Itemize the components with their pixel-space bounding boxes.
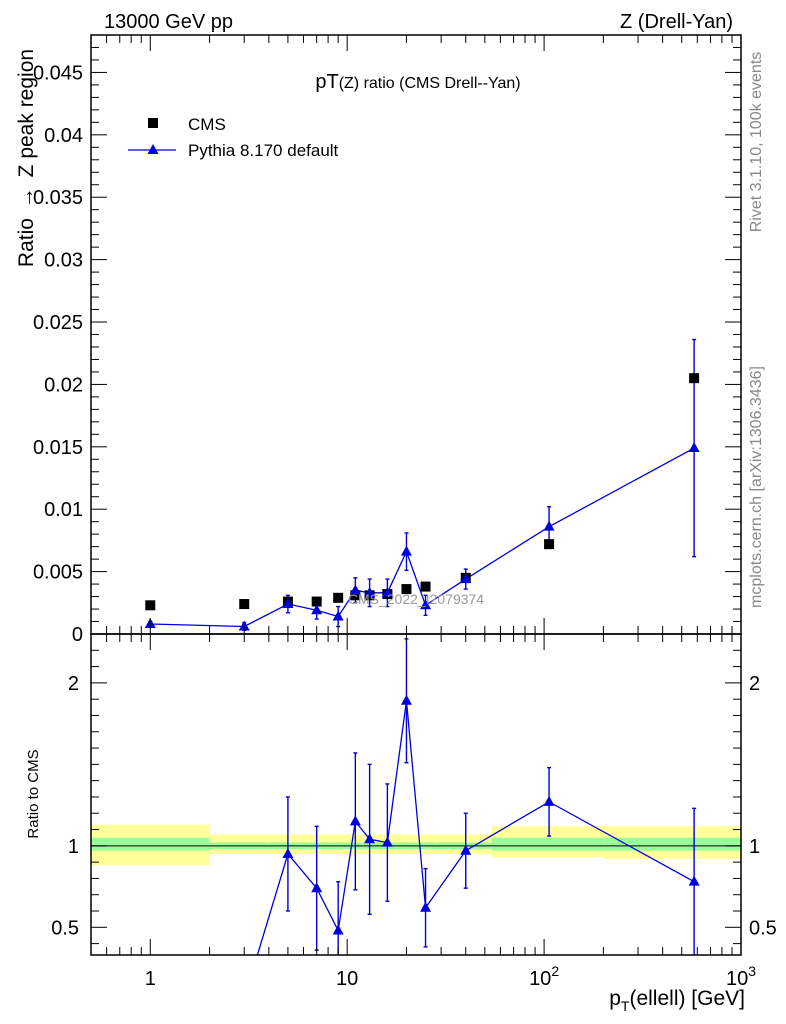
cms-point xyxy=(420,581,431,592)
ratio-axes: 0.5 0.51 12 21 10 102 103 xyxy=(51,633,777,990)
pythia-point xyxy=(381,586,393,597)
x-tick-label-base: 1 xyxy=(145,968,156,990)
x-tick-label-base: 10 xyxy=(336,968,358,990)
main-axes: 0 0.005 0.01 0.015 0.02 0.025 0.03 0.035 0.04 0.0… xyxy=(33,34,742,646)
y-tick-label: 0.025 xyxy=(33,312,83,334)
rivet-label: Rivet 3.1.10, 100k events xyxy=(748,52,765,233)
x-tick-label-base: 10 xyxy=(529,968,551,990)
ratio-tick-label-left: 2 xyxy=(68,673,79,695)
x-tick-label: 10 xyxy=(336,968,358,990)
ratio-point xyxy=(543,795,555,806)
ratio-point xyxy=(688,875,700,886)
y-tick-label: 0.04 xyxy=(44,125,83,147)
ratio-point xyxy=(364,833,376,844)
band-green xyxy=(491,837,604,851)
x-axis-title-p: p xyxy=(609,987,621,1010)
y-tick-label: 0.03 xyxy=(44,250,83,272)
y-tick-label: 0.035 xyxy=(33,187,83,209)
ratio-point xyxy=(460,844,472,855)
ratio-panel: 0.5 0.51 12 21 10 102 103 xyxy=(51,633,777,990)
mcplots-label: mcplots.cern.ch [arXiv:1306.3436] xyxy=(748,366,765,608)
y-axis-title-main: Ratio xyxy=(15,218,38,267)
x-tick-label-exponent: 3 xyxy=(748,963,756,979)
x-tick-label: 1 xyxy=(145,968,156,990)
ratio-point xyxy=(311,882,323,893)
ratio-point xyxy=(381,836,393,847)
cms-point xyxy=(333,592,344,603)
legend-pythia-marker xyxy=(147,144,159,154)
pythia-point xyxy=(364,586,376,597)
y-axis-title-arrow: → xyxy=(15,187,38,208)
ratio-axis-title: Ratio to CMS xyxy=(25,749,42,838)
cms-point xyxy=(401,584,412,595)
x-tick-label-exponent: 2 xyxy=(551,963,559,979)
band-green xyxy=(91,837,210,851)
cms-point xyxy=(544,539,555,550)
legend-cms-marker xyxy=(148,118,158,128)
y-tick-label: 0 xyxy=(72,624,83,646)
pythia-point xyxy=(349,584,361,595)
plot-title-rest: (Z) ratio (CMS Drell--Yan) xyxy=(339,75,521,92)
cms-point xyxy=(145,600,156,611)
ratio-point xyxy=(349,815,361,826)
pythia-point xyxy=(543,520,555,531)
header-right: Z (Drell-Yan) xyxy=(620,11,733,33)
ratio-tick-label-left: 0.5 xyxy=(51,917,79,939)
x-axis-title-sub: T xyxy=(621,998,630,1014)
header-left: 13000 GeV pp xyxy=(104,11,233,33)
pythia-point xyxy=(311,604,323,615)
legend: CMS Pythia 8.170 default xyxy=(128,115,339,160)
y-tick-label: 0.02 xyxy=(44,374,83,396)
ratio-line xyxy=(256,700,695,955)
cms-point xyxy=(350,590,361,601)
cms-point xyxy=(689,373,700,384)
ratio-tick-label-left: 1 xyxy=(68,836,79,858)
x-tick-label-base: 10 xyxy=(726,968,748,990)
y-axis-title: Ratio → Z peak region xyxy=(15,49,38,267)
pythia-point xyxy=(400,545,412,556)
y-axis-title-rest: Z peak region xyxy=(15,49,38,177)
ratio-marks xyxy=(256,638,700,955)
ratio-tick-label-right: 0.5 xyxy=(749,917,777,939)
pythia-point xyxy=(332,610,344,621)
x-tick-label: 103 xyxy=(726,963,756,990)
ratio-tick-label-right: 2 xyxy=(749,673,760,695)
x-tick-label: 102 xyxy=(529,963,559,990)
plot-title-main: pT xyxy=(315,71,338,93)
y-tick-label: 0.01 xyxy=(44,499,83,521)
y-tick-label: 0.005 xyxy=(33,562,83,584)
cms-point xyxy=(239,599,250,610)
band-green xyxy=(603,837,741,851)
x-axis-title-rest: (ellell) [GeV] xyxy=(629,987,745,1010)
legend-pythia-label: Pythia 8.170 default xyxy=(188,141,339,160)
main-marks xyxy=(144,338,700,631)
ratio-band xyxy=(91,824,741,866)
pythia-point xyxy=(460,573,472,584)
ratio-frame xyxy=(90,633,742,956)
pythia-point xyxy=(282,598,294,609)
pythia-point xyxy=(688,442,700,453)
pythia-point xyxy=(238,620,250,631)
y-tick-label: 0.015 xyxy=(33,437,83,459)
plot-title: pT(Z) ratio (CMS Drell--Yan) xyxy=(315,71,520,93)
pythia-point xyxy=(420,599,432,610)
y-tick-label: 0.045 xyxy=(33,62,83,84)
ratio-point xyxy=(400,694,412,705)
legend-cms-label: CMS xyxy=(188,115,226,134)
ratio-point xyxy=(282,847,294,858)
x-axis-title: pT(ellell) [GeV] xyxy=(609,987,745,1014)
ratio-point xyxy=(420,901,432,912)
cms-point xyxy=(311,596,322,607)
main-panel: CMS_2022_I2079374 0 0.005 0.01 0.015 0.02 0.0… xyxy=(33,34,742,646)
watermark: CMS_2022_I2079374 xyxy=(348,591,484,607)
ratio-point xyxy=(332,924,344,935)
ratio-tick-label-right: 1 xyxy=(749,836,760,858)
